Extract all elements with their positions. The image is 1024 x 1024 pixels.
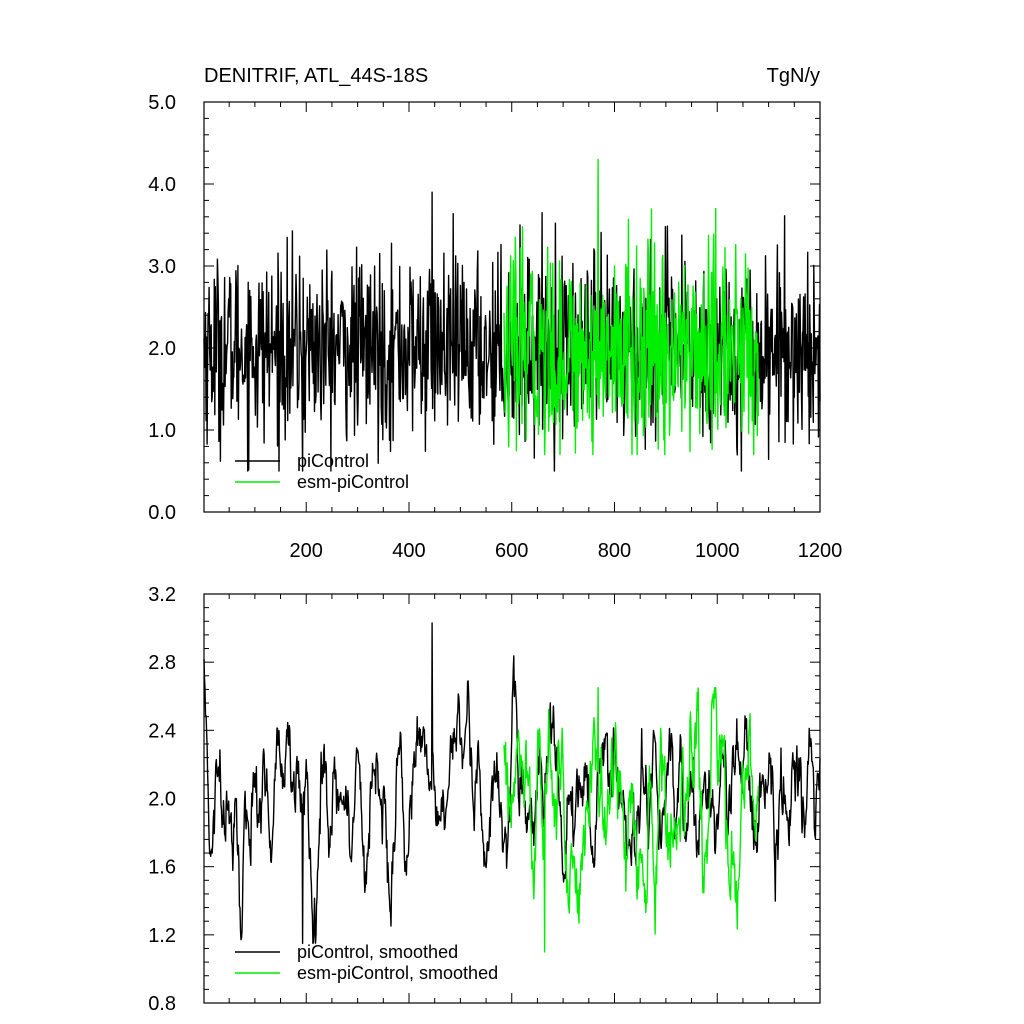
x-tick-label: 600 [495, 540, 528, 562]
legend-label: esm-piControl, smoothed [297, 963, 498, 983]
x-tick-label: 200 [290, 540, 323, 562]
y-tick-label: 2.4 [148, 720, 176, 742]
top-panel: 0.0 1.0 2.0 3.0 4.0 5.0 200 400 600 800 1000 1200 pi… [148, 92, 842, 562]
y-tick-label: 1.6 [148, 857, 176, 879]
y-tick-label: 1.0 [148, 420, 176, 442]
y-tick-label: 5.0 [148, 92, 176, 114]
bottom-panel: 0.8 1.2 1.6 2.0 2.4 2.8 3.2 piControl, smoothed… [148, 584, 821, 1015]
legend-label: piControl, smoothed [297, 942, 458, 962]
legend-label: esm-piControl [297, 472, 409, 492]
top-chart-title: DENITRIF, ATL_44S-18S [204, 65, 428, 87]
y-tick-label: 3.0 [148, 256, 176, 278]
y-tick-label: 2.0 [148, 789, 176, 811]
series-line-picontrol-smoothed [203, 622, 821, 945]
y-tick-label: 2.0 [148, 338, 176, 360]
y-tick-label: 0.0 [148, 502, 176, 524]
series-line-esm-picontrol [503, 158, 759, 456]
series-line-picontrol [203, 191, 821, 472]
y-tick-label: 2.8 [148, 652, 176, 674]
x-tick-label: 800 [598, 540, 631, 562]
x-tick-label: 400 [392, 540, 425, 562]
y-tick-label: 0.8 [148, 993, 176, 1015]
y-tick-label: 4.0 [148, 174, 176, 196]
series-line-esm-picontrol-smoothed [503, 687, 759, 953]
legend-label: piControl [297, 451, 369, 471]
y-tick-label: 3.2 [148, 584, 176, 606]
top-chart-units: TgN/y [767, 65, 820, 87]
y-tick-label: 1.2 [148, 925, 176, 947]
x-tick-label: 1200 [798, 540, 843, 562]
x-tick-label: 1000 [695, 540, 740, 562]
